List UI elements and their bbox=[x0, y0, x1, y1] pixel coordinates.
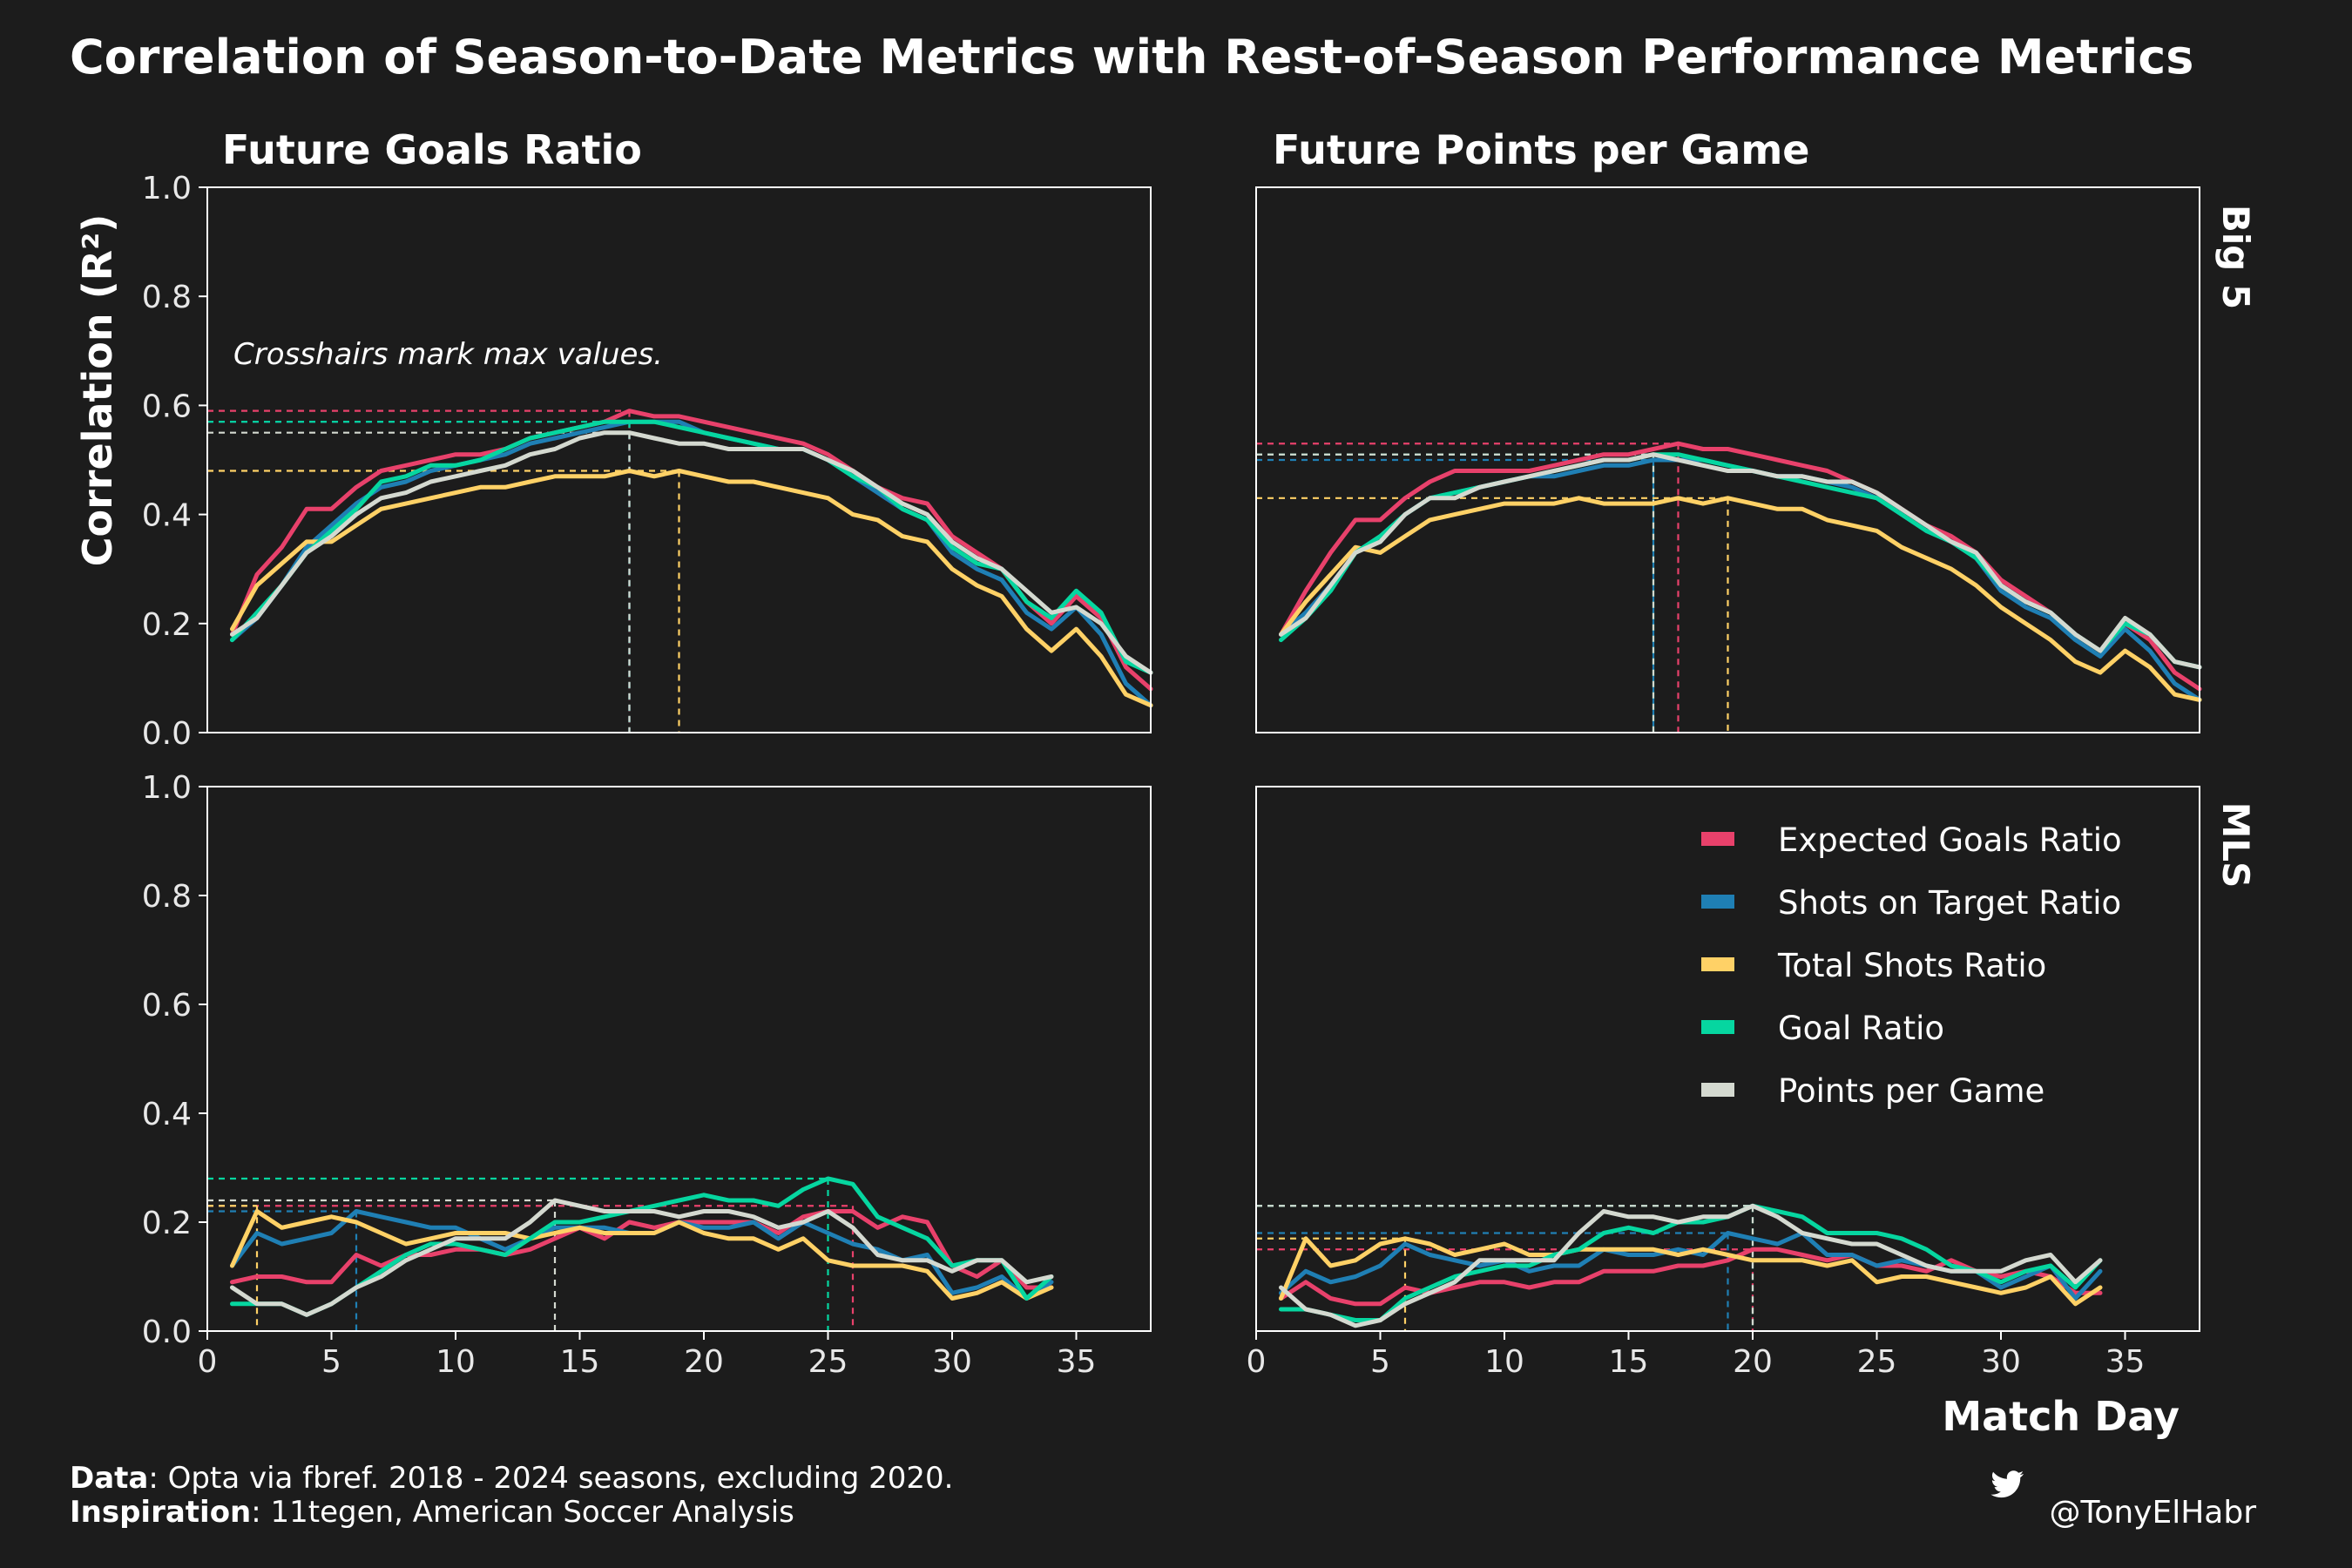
x-tick-label: 25 bbox=[808, 1344, 848, 1380]
series-line-expected-goals-ratio bbox=[230, 1209, 1054, 1290]
legend-swatch bbox=[1701, 895, 1734, 909]
caption-data-line: Data: Opta via fbref. 2018 - 2024 season… bbox=[70, 1461, 953, 1496]
y-tick-label: 0.2 bbox=[142, 607, 192, 643]
legend-label: Goal Ratio bbox=[1778, 1010, 1944, 1047]
panel-border bbox=[206, 186, 1152, 733]
crosshair-annotation: Crosshairs mark max values. bbox=[233, 337, 663, 372]
legend-label: Total Shots Ratio bbox=[1777, 947, 2046, 984]
row-label-mls: MLS bbox=[2214, 802, 2257, 889]
legend-item-expected-goals-ratio: Expected Goals Ratio bbox=[1701, 821, 2122, 859]
series-line-points-per-game bbox=[230, 1198, 1054, 1317]
series-line-goal-ratio bbox=[1279, 1203, 2103, 1322]
x-tick-label: 0 bbox=[198, 1344, 218, 1380]
x-tick-label: 5 bbox=[1370, 1344, 1390, 1380]
legend-item-total-shots-ratio: Total Shots Ratio bbox=[1701, 947, 2046, 984]
x-tick-label: 20 bbox=[684, 1344, 724, 1380]
x-tick-label: 20 bbox=[1733, 1344, 1773, 1380]
panel-border bbox=[206, 786, 1152, 1332]
column-title-points-per-game: Future Points per Game bbox=[1273, 126, 1810, 173]
series-line-total-shots-ratio bbox=[1279, 1236, 2103, 1307]
series-line-points-per-game bbox=[1279, 452, 2202, 670]
legend-label: Points per Game bbox=[1778, 1072, 2044, 1110]
twitter-icon bbox=[1990, 1470, 2024, 1498]
x-tick-label: 10 bbox=[436, 1344, 476, 1380]
y-tick-label: 0.6 bbox=[142, 988, 192, 1024]
column-title-goals-ratio: Future Goals Ratio bbox=[222, 126, 642, 173]
x-tick-label: 10 bbox=[1484, 1344, 1524, 1380]
panel-border bbox=[1255, 786, 2200, 1332]
series-line-shots-on-target-ratio bbox=[230, 419, 1153, 708]
chart-title: Correlation of Season-to-Date Metrics wi… bbox=[70, 30, 2193, 84]
legend-label: Expected Goals Ratio bbox=[1778, 821, 2122, 859]
caption-inspiration-line: Inspiration: 11tegen, American Soccer An… bbox=[70, 1495, 794, 1530]
y-tick-label: 1.0 bbox=[142, 171, 192, 206]
series-line-points-per-game bbox=[230, 430, 1153, 675]
series-line-expected-goals-ratio bbox=[1279, 1247, 2103, 1307]
panel-border bbox=[1255, 186, 2200, 733]
x-axis-title: Match Day bbox=[1942, 1393, 2180, 1440]
caption-data-text: : Opta via fbref. 2018 - 2024 seasons, e… bbox=[148, 1461, 953, 1496]
series-line-shots-on-target-ratio bbox=[1279, 457, 2202, 702]
legend-item-goal-ratio: Goal Ratio bbox=[1701, 1010, 1944, 1047]
twitter-handle: @TonyElHabr bbox=[2049, 1495, 2256, 1531]
row-label-big5: Big 5 bbox=[2214, 205, 2257, 309]
y-tick-label: 0.4 bbox=[142, 1097, 192, 1132]
legend-swatch bbox=[1701, 832, 1734, 846]
caption-data-label: Data bbox=[70, 1461, 148, 1496]
panel-big-5-future-points-per-game bbox=[1255, 186, 2202, 733]
series-line-goal-ratio bbox=[230, 1176, 1054, 1317]
caption-inspiration-label: Inspiration bbox=[70, 1495, 251, 1530]
legend-swatch bbox=[1701, 1020, 1734, 1034]
series-line-goal-ratio bbox=[230, 419, 1153, 675]
panels-group: 0.0 0.2 0.4 0.6 0.8 1.0 0.0 0.2 0.4 0.6 0.8 1.0 0 5 10… bbox=[142, 171, 2202, 1380]
x-tick-label: 30 bbox=[1981, 1344, 2021, 1380]
series-line-total-shots-ratio bbox=[230, 469, 1153, 708]
y-axis-title: Correlation (R²) bbox=[74, 214, 121, 566]
y-tick-label: 0.6 bbox=[142, 389, 192, 424]
panel-big-5-future-goals-ratio: 0.0 0.2 0.4 0.6 0.8 1.0 bbox=[142, 171, 1153, 752]
x-tick-label: 35 bbox=[2105, 1344, 2146, 1380]
series-line-total-shots-ratio bbox=[1279, 496, 2202, 702]
x-tick-label: 15 bbox=[560, 1344, 600, 1380]
series-line-points-per-game bbox=[1279, 1203, 2103, 1328]
panel-mls-future-goals-ratio: 0.0 0.2 0.4 0.6 0.8 1.0 0 5 10 15 20 25 30 35 bbox=[142, 770, 1152, 1380]
x-tick-label: 5 bbox=[321, 1344, 341, 1380]
series-line-goal-ratio bbox=[1279, 452, 2202, 670]
y-tick-label: 0.2 bbox=[142, 1206, 192, 1241]
series-line-total-shots-ratio bbox=[230, 1209, 1054, 1301]
x-tick-label: 35 bbox=[1057, 1344, 1097, 1380]
x-tick-label: 0 bbox=[1247, 1344, 1267, 1380]
y-tick-label: 1.0 bbox=[142, 770, 192, 806]
caption-inspiration-text: : 11tegen, American Soccer Analysis bbox=[251, 1495, 794, 1530]
y-tick-label: 0.8 bbox=[142, 280, 192, 315]
panel-mls-future-points-per-game: 0 5 10 15 20 25 30 35 bbox=[1247, 786, 2200, 1380]
legend-swatch bbox=[1701, 1083, 1734, 1097]
x-tick-label: 30 bbox=[932, 1344, 972, 1380]
legend: Expected Goals Ratio Shots on Target Rati… bbox=[1701, 821, 2122, 1110]
series-line-expected-goals-ratio bbox=[230, 409, 1153, 692]
legend-item-points-per-game: Points per Game bbox=[1701, 1072, 2044, 1110]
x-tick-label: 25 bbox=[1857, 1344, 1897, 1380]
y-tick-label: 0.8 bbox=[142, 879, 192, 915]
y-tick-label: 0.0 bbox=[142, 1315, 192, 1350]
y-tick-label: 0.0 bbox=[142, 716, 192, 752]
y-tick-label: 0.4 bbox=[142, 498, 192, 534]
legend-label: Shots on Target Ratio bbox=[1778, 884, 2121, 922]
legend-swatch bbox=[1701, 957, 1734, 971]
x-tick-label: 15 bbox=[1609, 1344, 1649, 1380]
legend-item-shots-on-target-ratio: Shots on Target Ratio bbox=[1701, 884, 2121, 922]
